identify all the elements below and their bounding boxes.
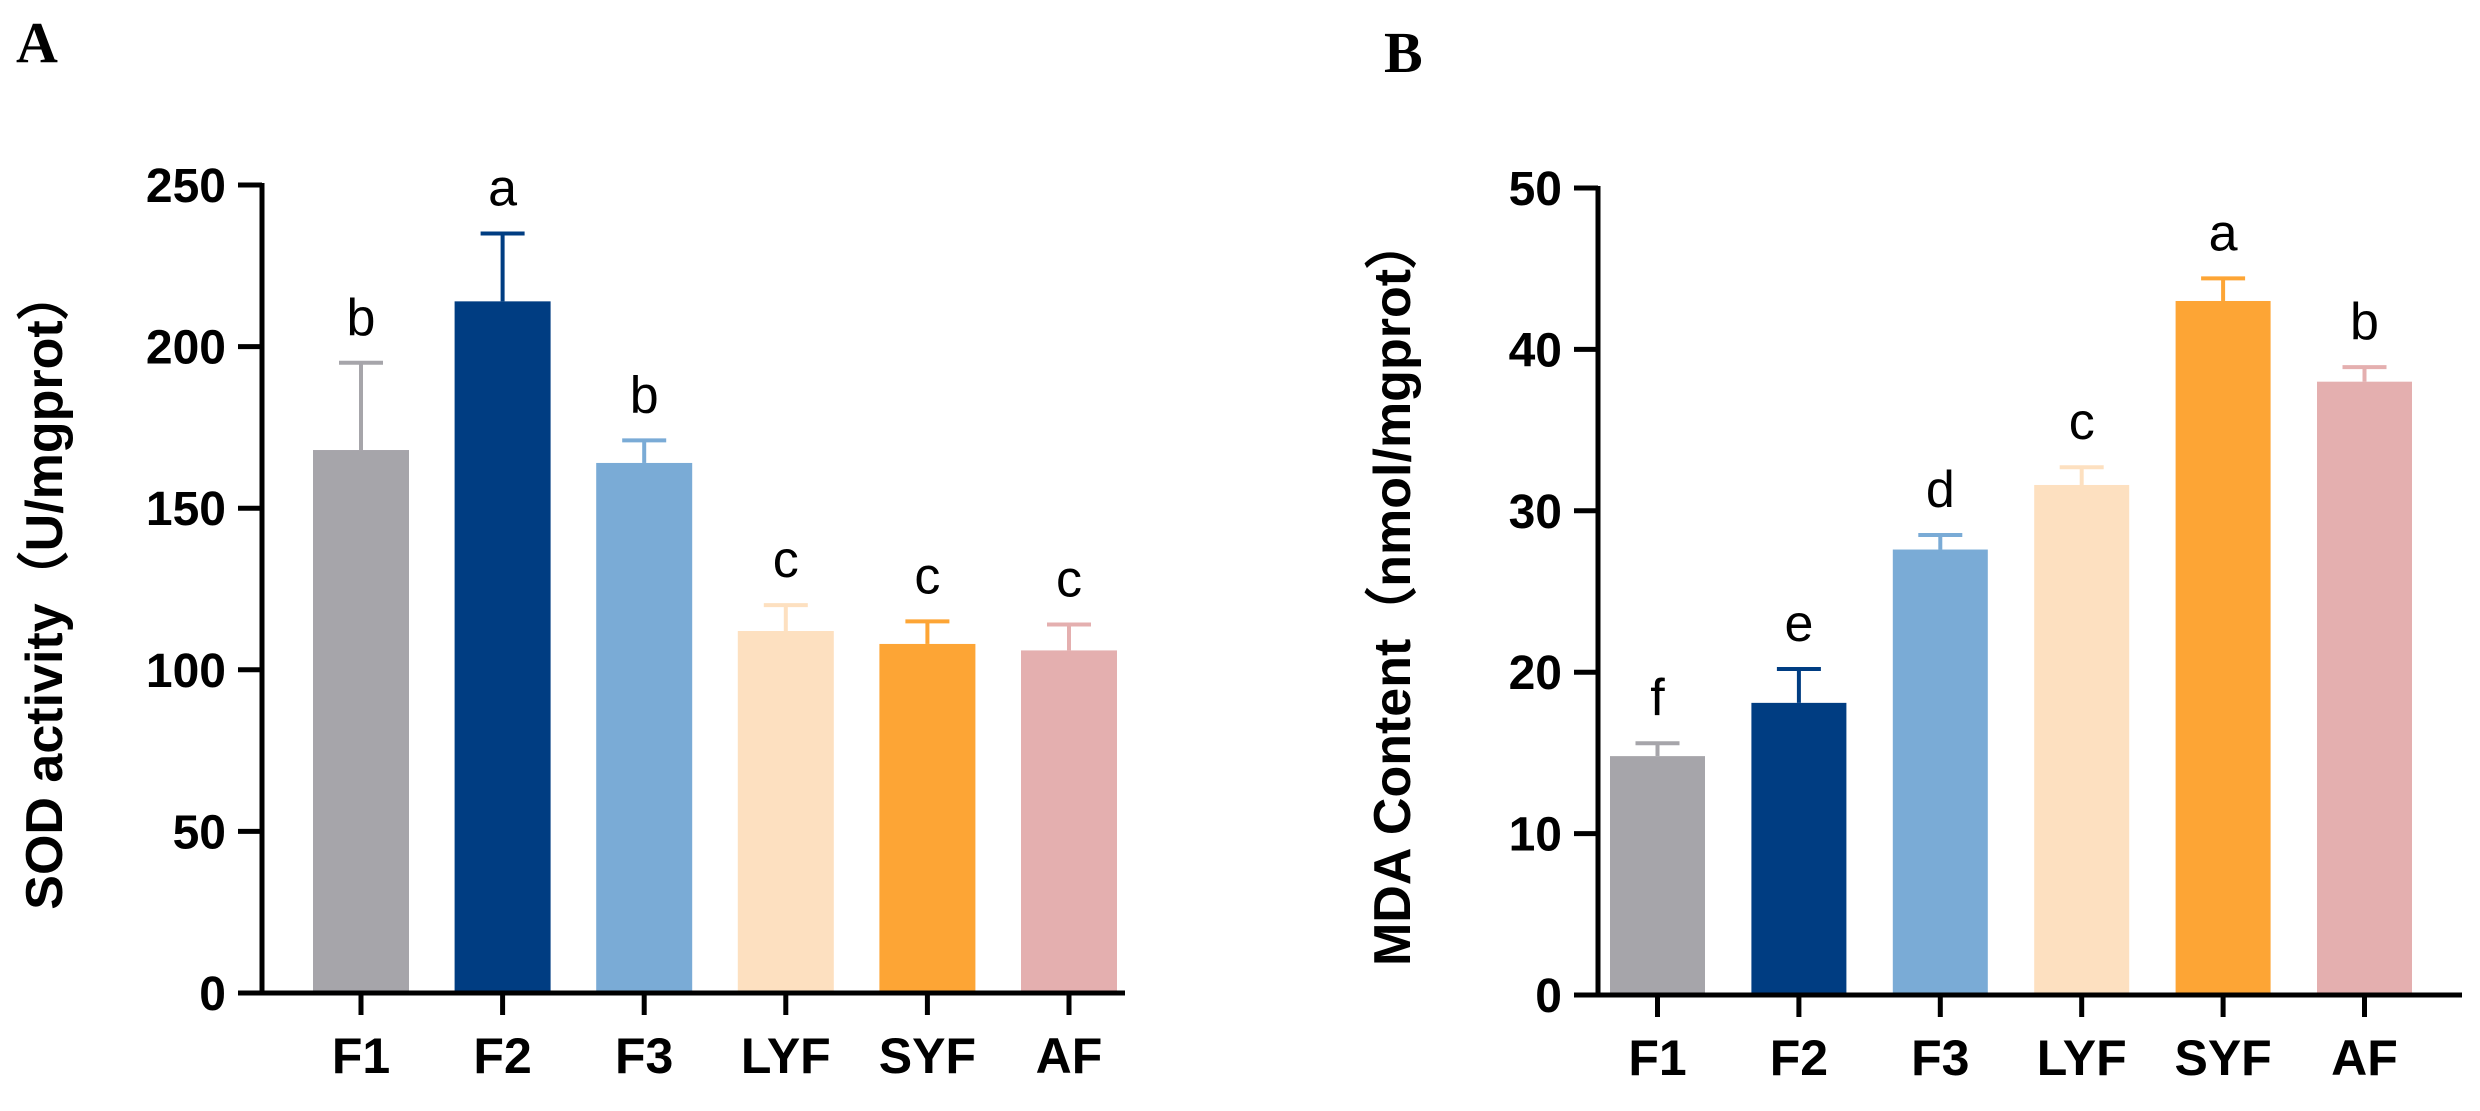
significance-label-f2: a — [488, 159, 517, 217]
bar-f2 — [1751, 702, 1847, 995]
y-axis-title: MDA Content（nmol/mgprot） — [1364, 217, 1422, 966]
y-tick-label-20: 20 — [1509, 647, 1562, 700]
bar-f3 — [596, 462, 693, 993]
bar-af — [1021, 650, 1117, 993]
significance-label-f2: e — [1784, 595, 1813, 653]
bar-syf — [879, 643, 976, 993]
significance-label-syf: c — [914, 547, 940, 605]
x-tick-label-syf: SYF — [2174, 1030, 2271, 1086]
x-tick-label-af: AF — [1036, 1028, 1103, 1084]
bar-lyf — [2034, 484, 2130, 995]
y-tick-label-0: 0 — [199, 968, 226, 1021]
significance-label-lyf: c — [2069, 393, 2095, 451]
y-tick-label-10: 10 — [1509, 809, 1562, 862]
significance-label-f3: d — [1926, 461, 1955, 519]
x-tick-label-f1: F1 — [1628, 1030, 1686, 1086]
significance-label-syf: a — [2209, 204, 2238, 262]
y-tick-label-50: 50 — [173, 806, 226, 859]
x-tick-label-f3: F3 — [1911, 1030, 1969, 1086]
x-tick-label-syf: SYF — [879, 1028, 976, 1084]
significance-label-lyf: c — [773, 531, 799, 589]
panel-b-chart: f F1 e F2 d F3 c LYF a SYF b AF 0 10 20 30 40 50 MDA Conte… — [1364, 163, 2462, 1086]
y-tick-label-0: 0 — [1535, 970, 1562, 1023]
bar-af — [2317, 381, 2412, 995]
y-tick-label-100: 100 — [146, 645, 226, 698]
bar-lyf — [737, 631, 834, 993]
y-tick-label-150: 150 — [146, 483, 226, 536]
significance-label-af: b — [2350, 293, 2379, 351]
bar-f1 — [1610, 756, 1705, 995]
y-tick-label-30: 30 — [1509, 486, 1562, 539]
panel-b-letter: B — [1384, 20, 1423, 85]
x-tick-label-f1: F1 — [332, 1028, 390, 1084]
y-tick-label-50: 50 — [1509, 163, 1562, 216]
bar-f3 — [1892, 549, 1988, 995]
y-tick-label-200: 200 — [146, 322, 226, 375]
panel-a-letter: A — [16, 10, 58, 75]
y-tick-label-250: 250 — [146, 160, 226, 213]
x-tick-label-lyf: LYF — [2037, 1030, 2127, 1086]
y-axis-title: SOD activity（U/mgprot） — [16, 268, 74, 909]
x-tick-label-f2: F2 — [1770, 1030, 1828, 1086]
x-tick-label-f3: F3 — [615, 1028, 673, 1084]
significance-label-f1: b — [347, 289, 376, 347]
x-tick-label-f2: F2 — [473, 1028, 531, 1084]
significance-label-f1: f — [1650, 669, 1665, 727]
significance-label-af: c — [1056, 551, 1082, 609]
bar-f2 — [454, 301, 551, 993]
significance-label-f3: b — [630, 366, 659, 424]
x-tick-label-lyf: LYF — [741, 1028, 831, 1084]
y-tick-label-40: 40 — [1509, 324, 1562, 377]
panel-a-chart: b F1 a F2 b F3 c LYF c SYF c AF 0 50 100 150 200 250 SOD a… — [16, 159, 1125, 1084]
x-tick-label-af: AF — [2331, 1030, 2398, 1086]
bar-syf — [2175, 300, 2271, 996]
bar-f1 — [313, 450, 409, 993]
